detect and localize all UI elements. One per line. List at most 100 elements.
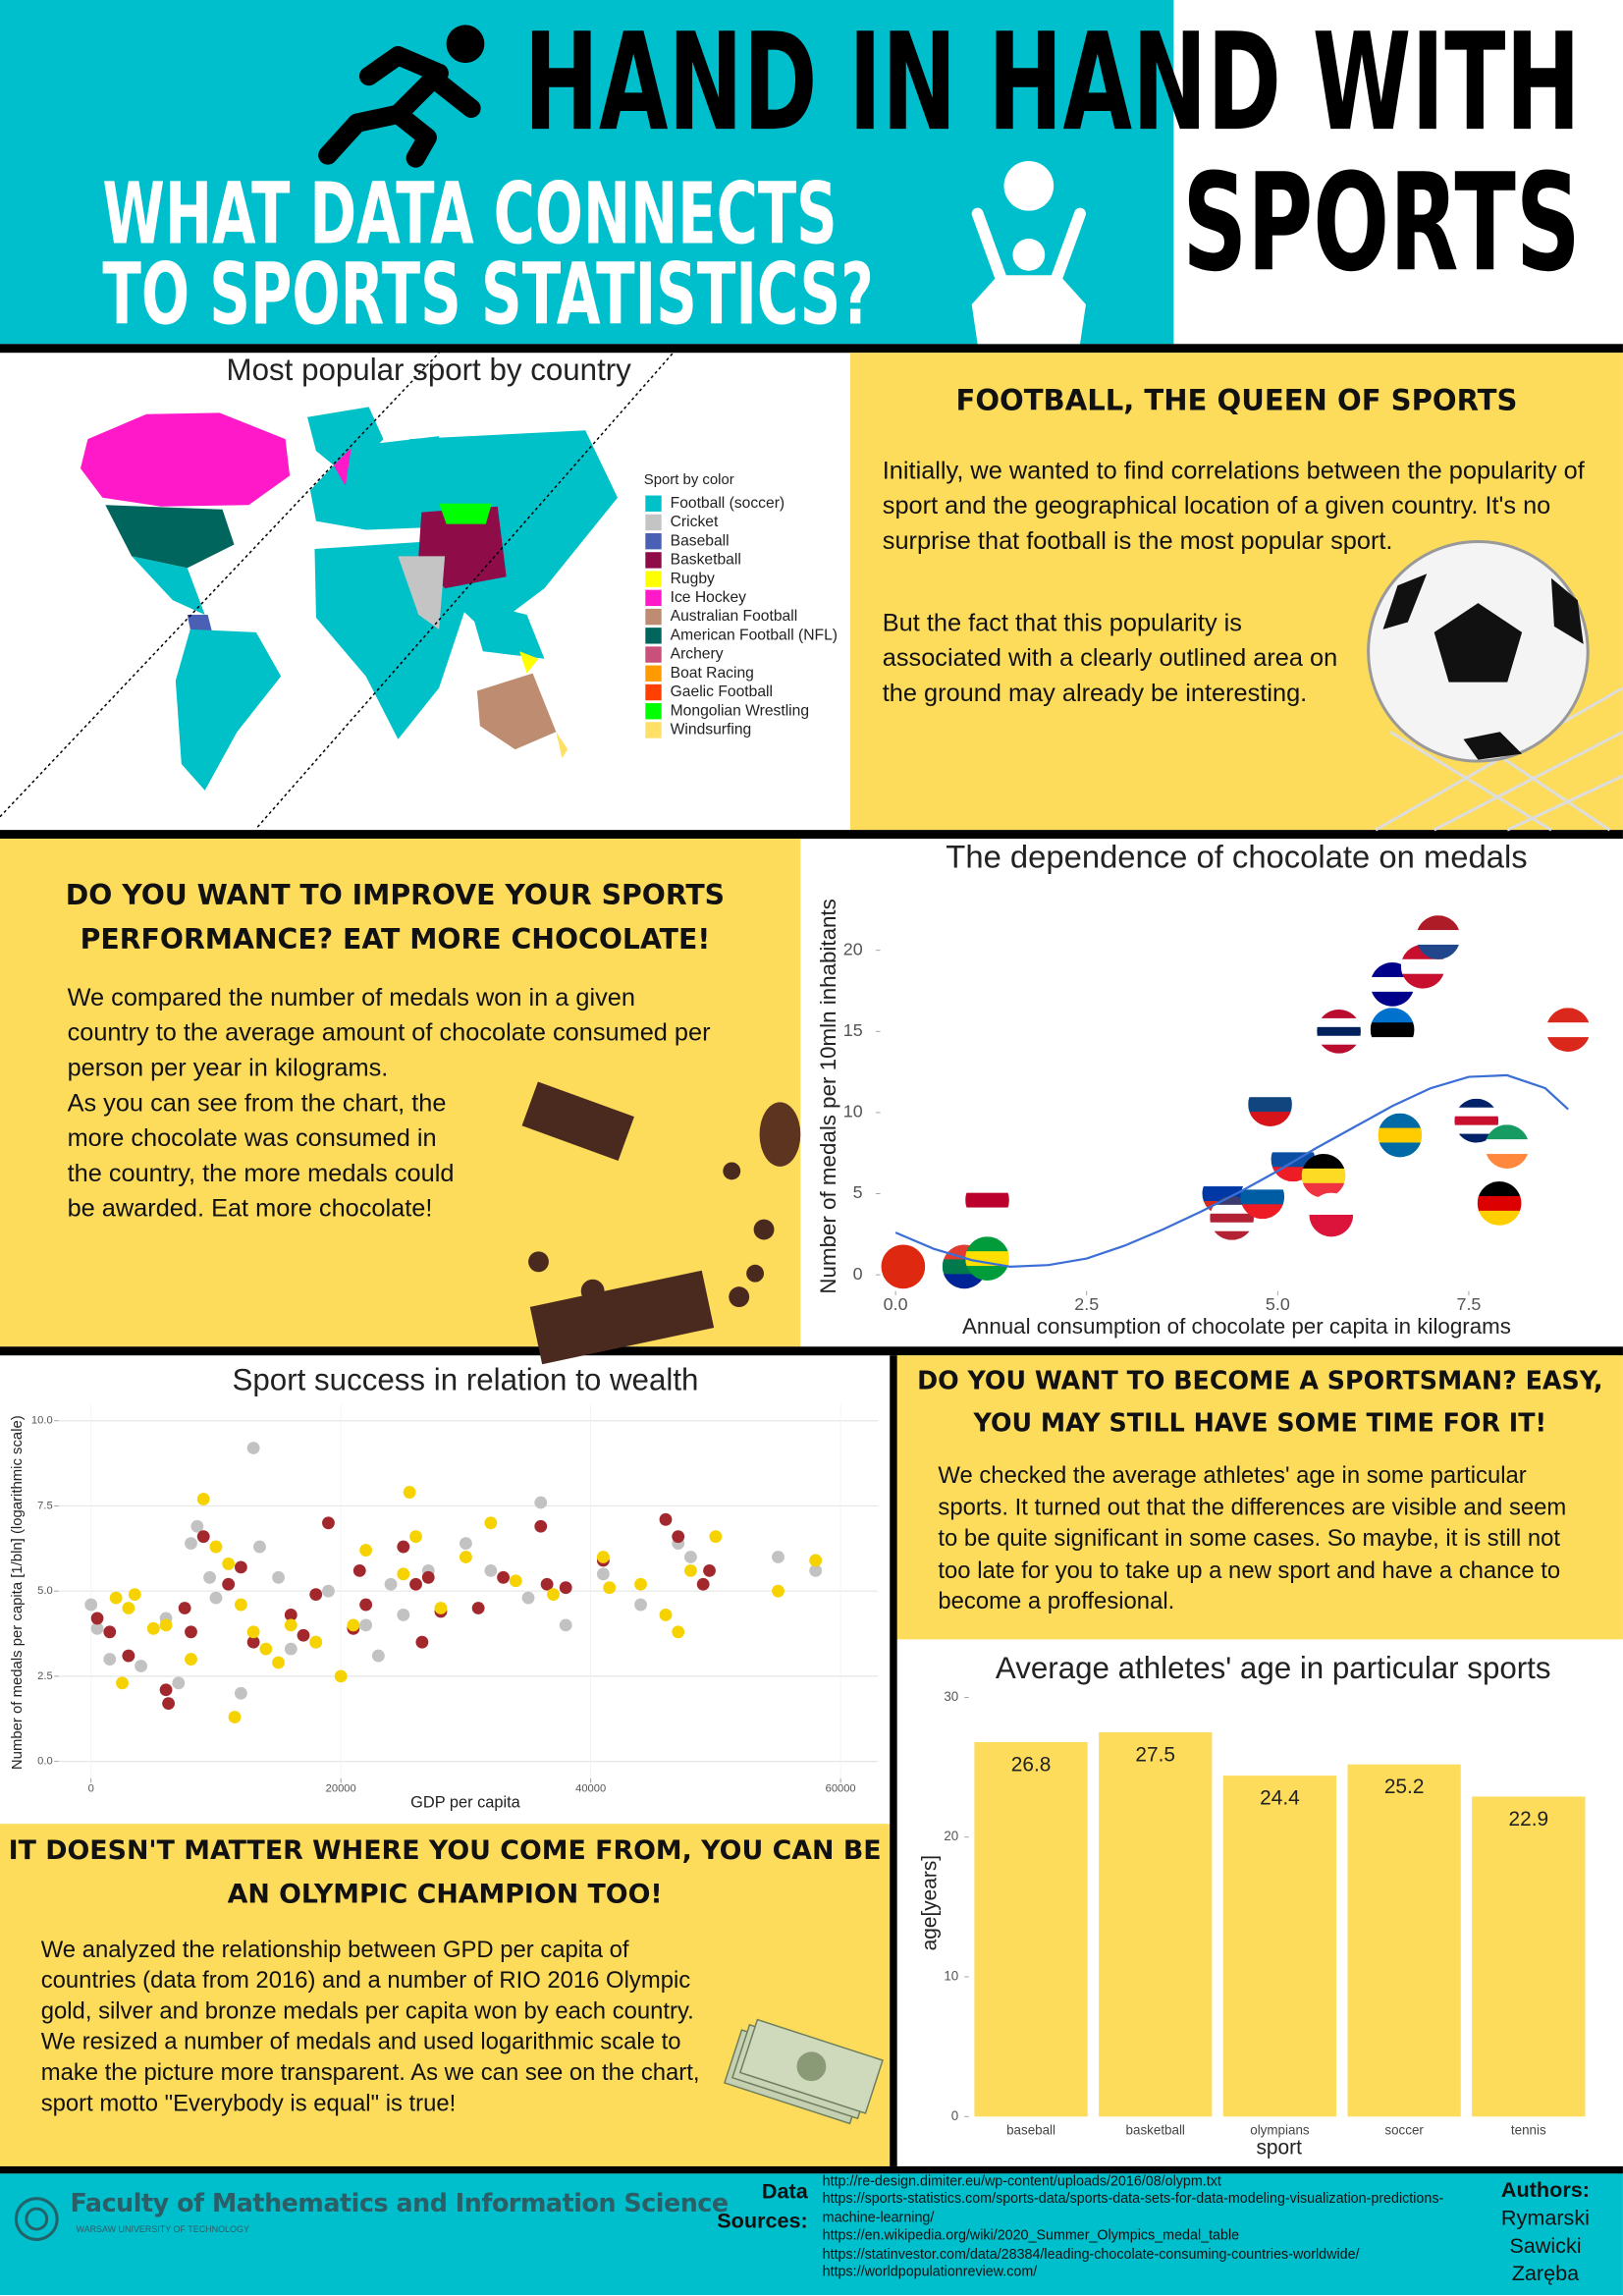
- point: [547, 1588, 560, 1602]
- y-tick-label: 5: [853, 1182, 863, 1202]
- flag-stripe: [1416, 930, 1461, 946]
- trend-line: [894, 1073, 1569, 1268]
- point: [772, 1584, 784, 1598]
- legend-label: Windsurfing: [671, 722, 752, 738]
- x-tick-label: baseball: [1006, 2123, 1055, 2138]
- flag-stripe: [1416, 944, 1461, 959]
- y-tick-label: 0.0: [37, 1756, 53, 1768]
- section-heading: IT DOESN'T MATTER WHERE YOU COME FROM, Y…: [8, 1835, 882, 1911]
- divider: [0, 2165, 1623, 2174]
- region: [105, 505, 235, 569]
- flag-stripe: [1400, 973, 1445, 989]
- point: [246, 1635, 260, 1649]
- legend-swatch: [645, 683, 662, 701]
- point: [534, 1496, 548, 1509]
- region: [132, 556, 205, 616]
- legend-swatch: [645, 552, 662, 569]
- flag-marker: [1317, 1009, 1361, 1054]
- paragraph: As you can see from the chart, the more …: [67, 1088, 455, 1223]
- chart-title: The dependence of chocolate on medals: [946, 839, 1527, 875]
- legend-swatch: [645, 722, 662, 738]
- legend-label: Boat Racing: [671, 665, 754, 682]
- flag-marker: [1248, 1082, 1292, 1127]
- world-map: [0, 352, 675, 828]
- flag-marker: [1485, 1124, 1530, 1169]
- point: [159, 1618, 173, 1632]
- point: [128, 1588, 141, 1602]
- point: [397, 1540, 410, 1554]
- legend-label: Cricket: [671, 514, 719, 530]
- flag-marker: [1301, 1153, 1346, 1198]
- point: [297, 1628, 310, 1642]
- point: [359, 1544, 373, 1557]
- legend-label: Mongolian Wrestling: [671, 702, 809, 719]
- flag-stripe: [1317, 1009, 1361, 1019]
- volleyball-icon: [971, 160, 1086, 345]
- legend-label: Archery: [671, 646, 724, 663]
- flag-stripe: [1248, 1097, 1292, 1113]
- flag-marker: [1210, 1195, 1254, 1240]
- point: [259, 1642, 273, 1656]
- legend-swatch: [645, 703, 662, 720]
- flag-stripe: [965, 1192, 1009, 1209]
- x-axis-label: GDP per capita: [410, 1794, 521, 1812]
- flag-stripe: [1317, 1017, 1361, 1028]
- point: [209, 1591, 223, 1605]
- flag-stripe: [1309, 1214, 1354, 1237]
- y-tick-label: 15: [843, 1020, 863, 1040]
- panel: [896, 1355, 1623, 1640]
- legend-swatch: [645, 571, 662, 587]
- footer-band: [0, 2173, 1623, 2296]
- point: [90, 1621, 104, 1635]
- point: [203, 1570, 216, 1584]
- point: [471, 1602, 485, 1614]
- point: [122, 1602, 135, 1614]
- paragraph: We compared the number of medals won in …: [67, 983, 711, 1082]
- point: [772, 1551, 784, 1563]
- point: [222, 1577, 236, 1591]
- point: [185, 1653, 197, 1666]
- flag-stripe: [1545, 1008, 1591, 1023]
- point: [347, 1618, 360, 1632]
- flag-stripe: [1370, 1037, 1415, 1053]
- point: [603, 1581, 617, 1595]
- flag-stripe: [965, 1177, 1009, 1194]
- point: [672, 1625, 685, 1639]
- legend-swatch: [645, 514, 662, 531]
- point: [185, 1625, 197, 1639]
- region: [556, 732, 568, 759]
- point: [109, 1591, 123, 1605]
- point: [397, 1567, 410, 1581]
- point: [122, 1649, 135, 1663]
- chocolate-illustration: [521, 1081, 801, 1365]
- point: [684, 1551, 697, 1563]
- point: [246, 1442, 260, 1454]
- point: [253, 1540, 266, 1554]
- point: [559, 1618, 572, 1632]
- title: HAND IN HAND WITH: [524, 5, 1581, 161]
- point: [596, 1567, 610, 1581]
- value-label: 25.2: [1384, 1776, 1425, 1798]
- divider: [890, 1355, 897, 2166]
- region: [80, 412, 291, 507]
- point: [403, 1486, 416, 1499]
- point: [672, 1530, 685, 1544]
- point: [322, 1584, 335, 1598]
- point: [659, 1609, 673, 1621]
- flag-stripe: [965, 1236, 1009, 1252]
- x-axis-label: Annual consumption of chocolate per capi…: [962, 1314, 1511, 1339]
- x-tick-label: basketball: [1126, 2123, 1185, 2138]
- region: [467, 600, 545, 659]
- point: [334, 1669, 348, 1683]
- divider: [0, 1346, 1623, 1356]
- bar: [1222, 1776, 1337, 2117]
- value-label: 22.9: [1509, 1808, 1549, 1831]
- header-band: [0, 0, 1174, 345]
- point: [684, 1563, 697, 1577]
- sources-label: Data Sources:: [717, 2180, 808, 2234]
- x-tick-label: 7.5: [1457, 1294, 1482, 1314]
- x-tick-label: 5.0: [1266, 1294, 1290, 1314]
- legend-title: Sport by color: [644, 472, 734, 488]
- point: [460, 1537, 472, 1551]
